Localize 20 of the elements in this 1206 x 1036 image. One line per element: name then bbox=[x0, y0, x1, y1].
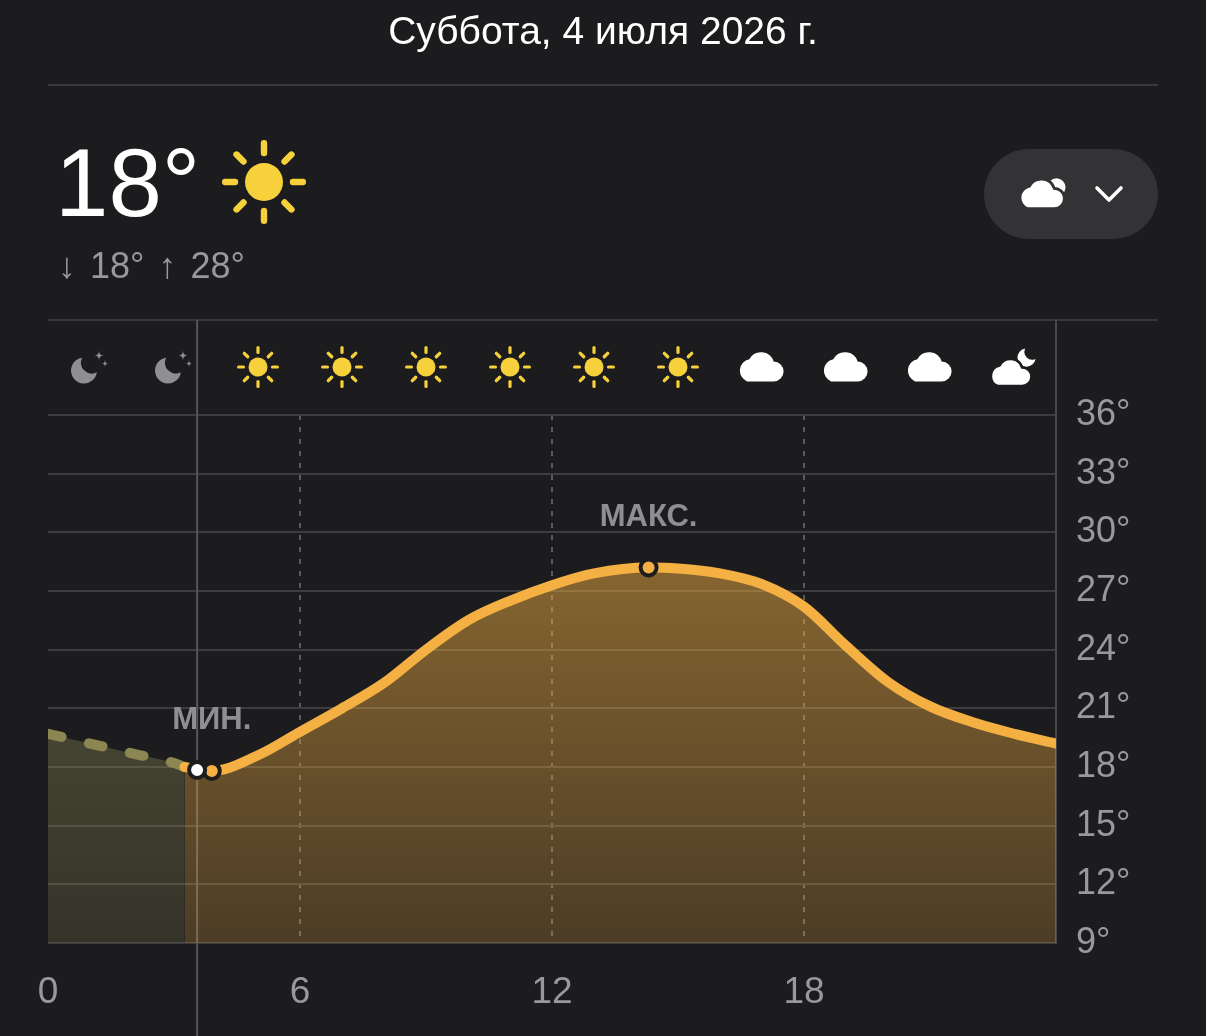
y-tick-label: 18° bbox=[1076, 743, 1131, 785]
y-tick-label: 33° bbox=[1076, 450, 1131, 492]
y-tick-label: 27° bbox=[1076, 567, 1131, 609]
text: ↓ 18° ↑ 28° bbox=[58, 245, 245, 286]
x-tick-label: 12 bbox=[531, 970, 573, 1012]
y-tick-label: 36° bbox=[1076, 391, 1131, 433]
chart-title: Суббота, 4 июля 2026 г. bbox=[387, 9, 819, 53]
y-tick-label: 9° bbox=[1076, 919, 1111, 961]
x-tick-label: 0 bbox=[37, 970, 59, 1012]
y-tick-label: 21° bbox=[1076, 685, 1131, 727]
annotation: МАКС. bbox=[599, 498, 698, 534]
text: 18° bbox=[55, 129, 201, 236]
x-tick-label: 18 bbox=[783, 970, 825, 1012]
x-tick-label: 6 bbox=[289, 970, 311, 1012]
annotation: МИН. bbox=[172, 701, 252, 737]
y-tick-label: 24° bbox=[1076, 626, 1131, 668]
y-tick-label: 30° bbox=[1076, 509, 1131, 551]
point bbox=[187, 759, 208, 780]
y-tick-label: 12° bbox=[1076, 861, 1131, 903]
y-tick-label: 15° bbox=[1076, 802, 1131, 844]
